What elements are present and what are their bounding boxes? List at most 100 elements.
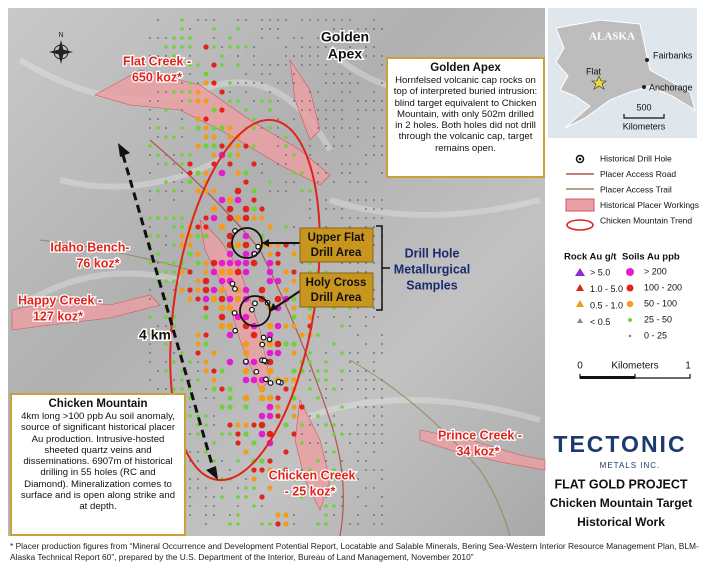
sample-dot — [341, 379, 343, 381]
sample-dot — [180, 369, 184, 373]
sample-dot — [202, 277, 210, 285]
sample-dot — [309, 415, 311, 417]
sample-dot — [332, 342, 336, 346]
box-text: 4km long >100 ppb Au soil anomaly, sourc… — [20, 411, 176, 513]
drill-hole — [232, 285, 238, 292]
sample-dot — [197, 82, 199, 84]
sample-dot — [381, 127, 383, 129]
sample-dot — [349, 352, 351, 354]
sample-dot — [283, 341, 289, 347]
map-label: 500 — [636, 102, 651, 112]
arrowhead — [206, 466, 218, 480]
sample-dot — [373, 433, 375, 435]
sample-dot — [381, 109, 383, 111]
sample-dot — [274, 295, 282, 303]
sample-dot — [340, 351, 344, 355]
sample-dot — [258, 286, 266, 294]
sample-dot — [365, 217, 367, 219]
map-label: Chicken Creek — [269, 468, 356, 482]
sample-dot — [205, 19, 207, 21]
sample-dot — [300, 171, 304, 175]
sample-dot — [210, 286, 218, 294]
sample-dot — [349, 442, 351, 444]
sample-dot — [300, 495, 304, 499]
drill-hole — [260, 334, 267, 341]
sample-dot — [218, 322, 226, 330]
sample-dot — [210, 205, 218, 213]
sample-dot — [266, 403, 274, 411]
sample-dot — [283, 386, 289, 392]
sample-dot — [309, 370, 311, 372]
sample-dot — [252, 144, 256, 148]
sample-dot — [213, 505, 215, 507]
sample-dot — [196, 414, 200, 418]
sample-dot — [261, 28, 263, 30]
sample-dot — [243, 449, 249, 455]
sample-dot — [266, 259, 274, 267]
sample-dot — [332, 423, 336, 427]
sample-dot — [226, 259, 234, 267]
sample-dot — [357, 352, 359, 354]
sample-dot — [269, 28, 271, 30]
sample-dot — [205, 487, 207, 489]
sample-dot — [237, 487, 239, 489]
sample-dot — [269, 73, 271, 75]
sample-dot — [325, 163, 327, 165]
sample-dot — [341, 28, 343, 30]
sample-dot — [349, 199, 351, 201]
sample-dot — [373, 208, 375, 210]
arrowhead — [118, 143, 130, 157]
sample-dot — [212, 45, 216, 49]
sample-dot — [196, 432, 200, 436]
sample-dot — [203, 143, 209, 149]
sample-dot — [285, 82, 287, 84]
sample-dot — [259, 467, 265, 473]
sample-dot — [172, 360, 176, 364]
sample-dot — [195, 341, 201, 347]
sample-dot — [172, 261, 176, 265]
sample-dot — [189, 505, 191, 507]
map-label: Apex — [328, 46, 362, 62]
sample-dot — [333, 145, 335, 147]
sample-dot — [275, 251, 281, 257]
sample-dot — [236, 27, 240, 31]
sample-dot — [325, 109, 327, 111]
sample-dot — [341, 496, 343, 498]
sample-dot — [189, 514, 191, 516]
sample-dot — [164, 180, 168, 184]
bracket — [376, 225, 390, 311]
sample-dot — [349, 127, 351, 129]
sample-dot — [349, 46, 351, 48]
sample-dot — [266, 277, 274, 285]
sample-dot — [325, 172, 327, 174]
sample-dot — [211, 125, 217, 131]
map-label: N — [58, 32, 63, 39]
sample-dot — [259, 458, 265, 464]
sample-dot — [349, 316, 351, 318]
sample-dot — [309, 424, 311, 426]
sample-dot — [149, 199, 151, 201]
sample-dot — [180, 351, 184, 355]
sample-dot — [218, 286, 226, 294]
sample-dot — [165, 190, 167, 192]
sample-dot — [266, 367, 274, 375]
sample-dot — [277, 118, 279, 120]
sample-dot — [365, 208, 367, 210]
drill-hole — [255, 243, 262, 250]
sample-dot — [357, 460, 359, 462]
sample-dot — [180, 36, 184, 40]
sample-dot — [357, 55, 359, 57]
sample-dot — [325, 100, 327, 102]
sample-dot — [325, 19, 327, 21]
sample-dot — [301, 109, 303, 111]
sample-dot — [156, 252, 160, 256]
sample-dot — [251, 467, 257, 473]
sample-dot — [211, 107, 217, 113]
sample-dot — [180, 90, 184, 94]
alaska-shape — [555, 19, 696, 129]
sample-dot — [324, 423, 328, 427]
sample-dot — [309, 379, 311, 381]
sample-dot — [308, 387, 312, 391]
sample-dot — [340, 432, 344, 436]
sample-dot — [266, 349, 274, 357]
